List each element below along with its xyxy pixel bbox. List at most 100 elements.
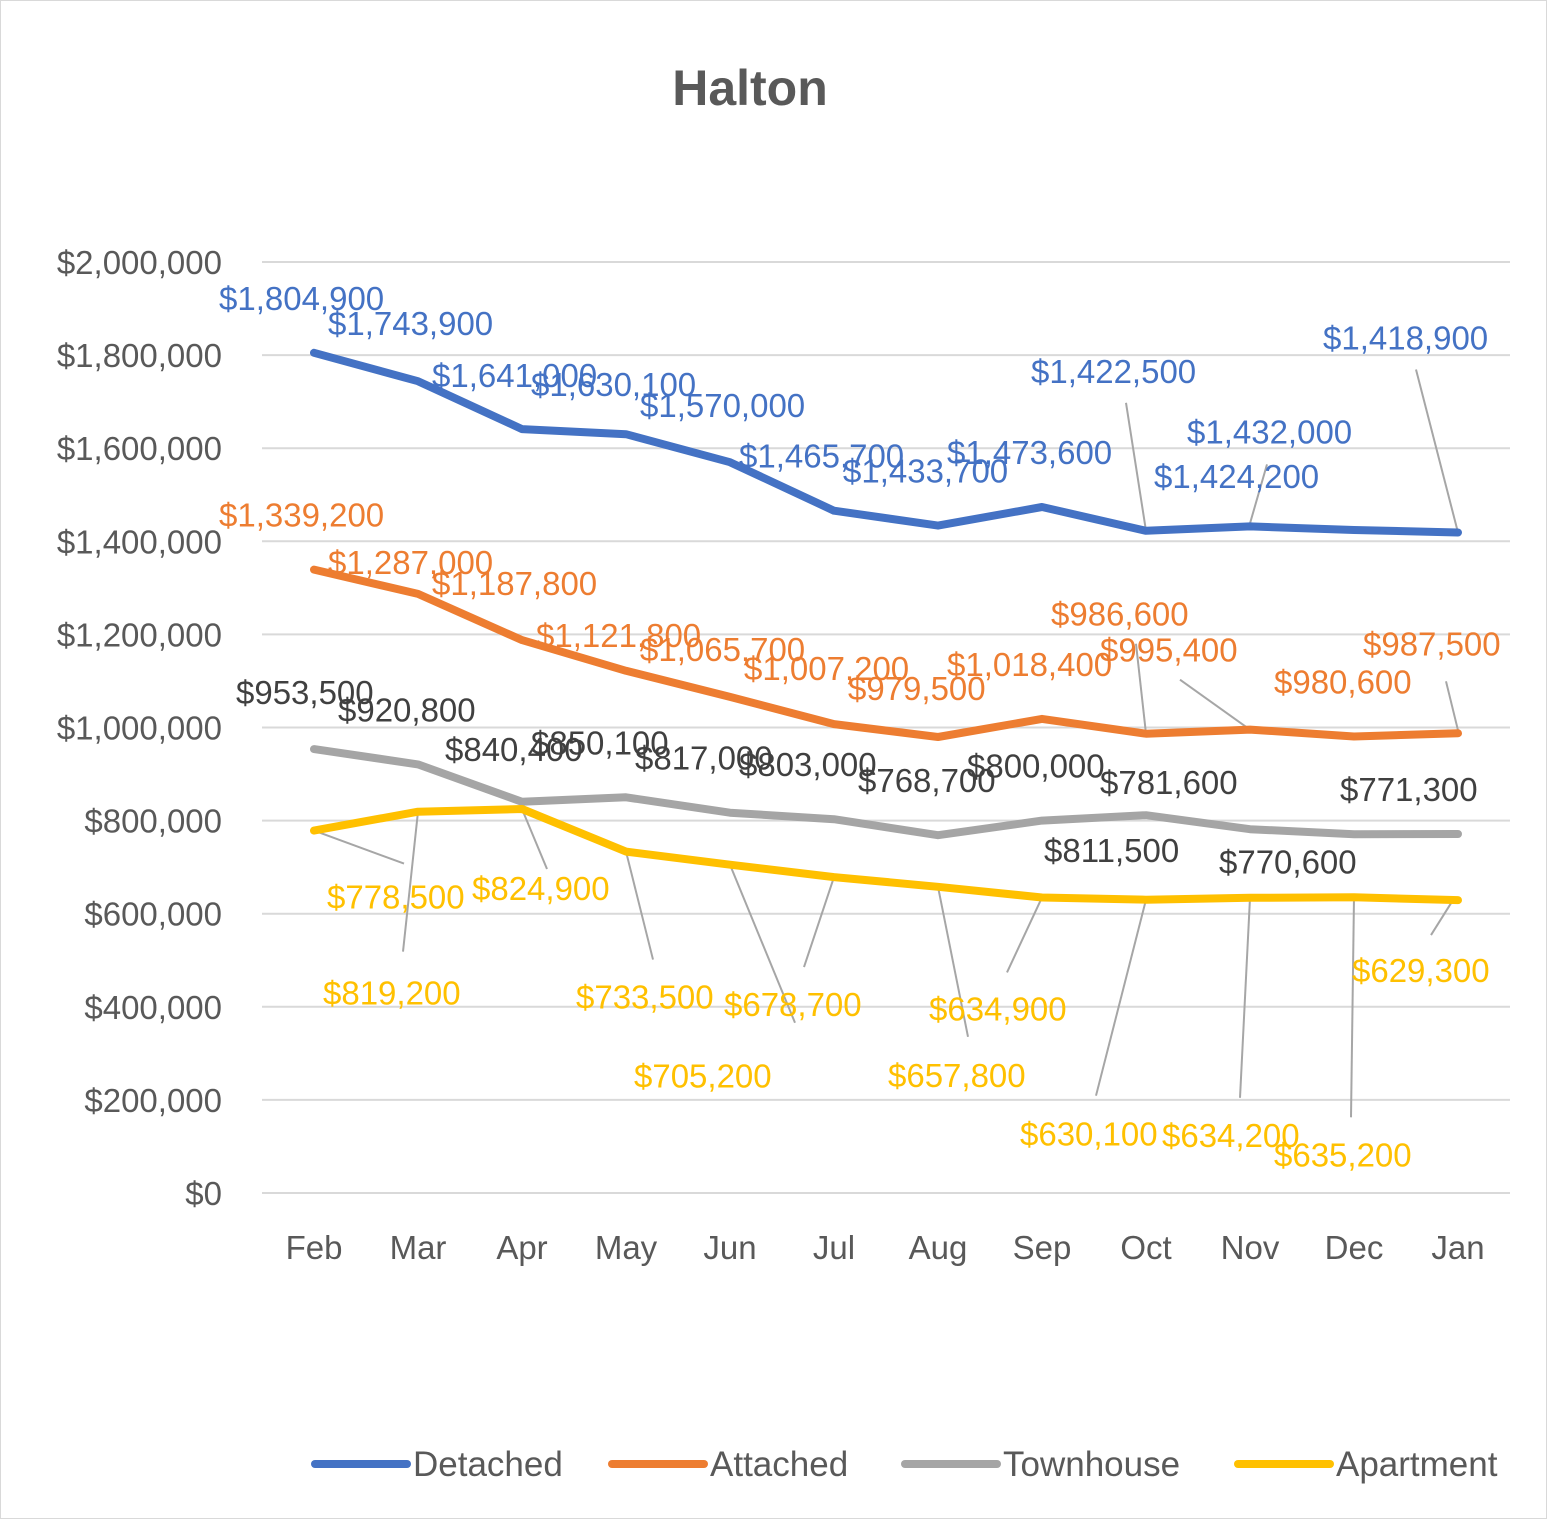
data-label-apartment: $678,700	[724, 986, 862, 1023]
data-label-townhouse: $768,700	[858, 762, 996, 799]
x-tick-label: Jun	[703, 1229, 756, 1266]
leader-line	[729, 864, 796, 1024]
x-tick-label: Feb	[286, 1229, 343, 1266]
data-label-townhouse: $920,800	[338, 691, 476, 728]
legend: Detached Attached Townhouse Apartment	[311, 1445, 1498, 1484]
data-label-townhouse: $770,600	[1219, 843, 1357, 880]
data-label-apartment: $824,900	[472, 870, 610, 907]
data-label-detached: $1,422,500	[1031, 353, 1196, 390]
data-label-apartment: $634,200	[1162, 1117, 1300, 1154]
data-label-detached: $1,418,900	[1323, 320, 1488, 357]
y-tick-label: $1,600,000	[57, 430, 222, 467]
data-label-townhouse: $817,000	[635, 740, 773, 777]
series-lines	[310, 348, 1462, 905]
data-label-attached: $1,187,800	[432, 565, 597, 602]
x-axis-tick-labels: Feb Mar Apr May Jun Jul Aug Sep Oct Nov Dec Jan	[286, 1229, 1485, 1266]
leader-line	[625, 851, 654, 960]
leader-line	[1430, 899, 1454, 936]
data-labels: $1,804,900$1,743,900 $1,641,000$1,630,100…	[219, 280, 1501, 1173]
legend-label-attached: Attached	[710, 1445, 848, 1484]
x-tick-label: Sep	[1013, 1229, 1072, 1266]
data-label-apartment: $629,300	[1352, 952, 1490, 989]
data-label-apartment: $733,500	[576, 979, 714, 1016]
data-label-attached: $980,600	[1274, 664, 1412, 701]
x-tick-label: Mar	[390, 1229, 447, 1266]
x-tick-label: Dec	[1325, 1229, 1384, 1266]
y-tick-label: $200,000	[84, 1082, 222, 1119]
data-label-apartment: $630,100	[1020, 1116, 1158, 1153]
data-label-attached: $1,339,200	[219, 497, 384, 534]
data-label-detached: $1,473,600	[947, 434, 1112, 471]
leader-line	[313, 829, 405, 865]
data-label-apartment: $705,200	[634, 1058, 772, 1095]
leader-line	[1006, 897, 1043, 973]
data-label-detached: $1,432,000	[1187, 413, 1352, 450]
data-label-detached: $1,465,700	[739, 438, 904, 475]
x-tick-label: Apr	[496, 1229, 547, 1266]
gridlines	[262, 261, 1510, 1194]
data-label-apartment: $657,800	[888, 1057, 1026, 1094]
data-label-attached: $1,121,800	[536, 617, 701, 654]
x-tick-label: Jul	[813, 1229, 855, 1266]
x-tick-label: Aug	[909, 1229, 968, 1266]
legend-label-detached: Detached	[413, 1445, 563, 1484]
series-line-detached	[310, 348, 1462, 537]
data-label-apartment: $634,900	[929, 990, 1067, 1027]
y-tick-label: $600,000	[84, 896, 222, 933]
data-label-townhouse: $953,500	[236, 674, 374, 711]
data-label-attached: $1,018,400	[947, 646, 1112, 683]
leader-line	[803, 876, 835, 968]
leader-line	[1249, 464, 1268, 524]
leader-line	[521, 808, 548, 870]
x-tick-label: Nov	[1221, 1229, 1280, 1266]
y-tick-label: $800,000	[84, 803, 222, 840]
leader-line	[937, 886, 969, 1037]
data-label-apartment: $819,200	[323, 975, 461, 1012]
leader-line	[1445, 681, 1459, 731]
x-tick-label: Jan	[1431, 1229, 1484, 1266]
data-label-detached: $1,570,000	[640, 387, 805, 424]
data-label-detached: $1,743,900	[328, 305, 493, 342]
y-tick-label: $1,000,000	[57, 710, 222, 747]
series-line-apartment	[310, 805, 1462, 905]
data-label-townhouse: $800,000	[967, 748, 1105, 785]
series-line-townhouse	[310, 745, 1462, 840]
data-label-detached: $1,804,900	[219, 280, 384, 317]
data-label-attached: $986,600	[1051, 596, 1189, 633]
chart-title: Halton	[672, 60, 828, 116]
data-label-townhouse: $803,000	[739, 746, 877, 783]
leader-line	[1179, 678, 1251, 731]
y-tick-label: $400,000	[84, 989, 222, 1026]
leader-line	[1350, 897, 1355, 1118]
y-tick-label: $2,000,000	[57, 244, 222, 281]
data-label-apartment: $635,200	[1274, 1136, 1412, 1173]
data-label-townhouse: $781,600	[1100, 764, 1238, 801]
leader-line	[1135, 643, 1147, 734]
data-label-attached: $995,400	[1100, 632, 1238, 669]
y-tick-label: $1,400,000	[57, 523, 222, 560]
data-label-detached: $1,630,100	[531, 366, 696, 403]
data-label-attached: $1,287,000	[328, 544, 493, 581]
leader-line	[1095, 899, 1147, 1096]
data-label-attached: $1,065,700	[640, 631, 805, 668]
x-tick-label: May	[595, 1229, 658, 1266]
data-label-townhouse: $850,100	[531, 724, 669, 761]
data-label-detached: $1,433,700	[843, 453, 1008, 490]
data-label-apartment: $778,500	[327, 879, 465, 916]
data-label-townhouse: $811,500	[1044, 832, 1179, 869]
legend-label-townhouse: Townhouse	[1003, 1445, 1180, 1484]
x-tick-label: Oct	[1120, 1229, 1171, 1266]
leader-line	[1125, 402, 1147, 531]
y-tick-label: $0	[185, 1175, 222, 1212]
legend-label-apartment: Apartment	[1336, 1445, 1498, 1484]
y-tick-label: $1,200,000	[57, 616, 222, 653]
data-label-leader-lines	[313, 369, 1459, 1118]
y-axis-tick-labels: $0 $200,000 $400,000 $600,000 $800,000 $1,000…	[57, 244, 222, 1212]
data-label-townhouse: $771,300	[1340, 771, 1478, 808]
data-label-townhouse: $840,400	[445, 731, 583, 768]
y-tick-label: $1,800,000	[57, 337, 222, 374]
data-label-attached: $1,007,200	[744, 650, 909, 687]
leader-line	[1415, 369, 1459, 533]
data-label-detached: $1,641,000	[432, 357, 597, 394]
